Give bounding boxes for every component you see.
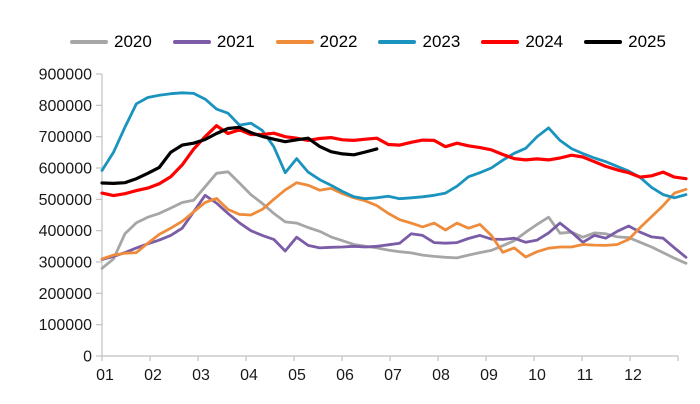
y-axis-label: 300000 xyxy=(39,255,92,272)
x-axis-label: 08 xyxy=(432,367,450,384)
legend-label-2020: 2020 xyxy=(114,32,152,51)
legend-swatch-2021 xyxy=(172,39,211,44)
legend-label-2024: 2024 xyxy=(525,32,564,51)
series-line-2023 xyxy=(100,91,688,201)
x-axis-label: 11 xyxy=(577,367,594,384)
x-axis-label: 10 xyxy=(528,367,546,384)
y-axis-label: 500000 xyxy=(39,192,92,209)
series-line-2025 xyxy=(100,125,379,185)
x-axis-label: 03 xyxy=(192,367,210,384)
y-axis-label: 600000 xyxy=(39,161,92,178)
legend-item-2023: 2023 xyxy=(378,33,460,50)
x-axis-label: 02 xyxy=(144,367,162,384)
legend-item-2025: 2025 xyxy=(584,33,666,50)
legend-swatch-2025 xyxy=(584,39,623,44)
legend-label-2025: 2025 xyxy=(628,32,666,51)
y-axis-label: 800000 xyxy=(39,98,92,115)
legend-swatch-2024 xyxy=(481,39,520,44)
legend-item-2024: 2024 xyxy=(481,33,563,50)
x-axis-label: 07 xyxy=(384,367,402,384)
x-axis-label: 05 xyxy=(288,367,306,384)
y-axis-label: 700000 xyxy=(39,129,92,146)
x-axis-label: 12 xyxy=(624,367,642,384)
legend-label-2023: 2023 xyxy=(422,32,461,51)
x-axis-label: 04 xyxy=(240,367,258,384)
legend-swatch-2020 xyxy=(70,39,108,44)
legend-label-2021: 2021 xyxy=(216,32,255,51)
x-axis-label: 09 xyxy=(480,367,498,384)
y-axis-label: 200000 xyxy=(39,286,92,303)
series-line-2020 xyxy=(100,170,688,270)
legend-swatch-2023 xyxy=(378,39,417,44)
x-axis-label: 06 xyxy=(336,367,354,384)
legend-item-2020: 2020 xyxy=(70,33,152,50)
y-axis-label: 100000 xyxy=(39,317,92,334)
legend-item-2021: 2021 xyxy=(172,32,255,51)
y-axis-label: 400000 xyxy=(39,223,92,240)
legend-label-2022: 2022 xyxy=(319,32,358,51)
series-line-2022 xyxy=(100,181,688,261)
series-line-2021 xyxy=(100,193,688,261)
x-axis-label: 01 xyxy=(96,367,114,384)
y-axis-label: 900000 xyxy=(39,67,92,84)
chart-legend: 2020 2021 2022 2023 2024 2025 xyxy=(70,33,666,50)
legend-item-2022: 2022 xyxy=(275,32,358,51)
legend-swatch-2022 xyxy=(275,39,314,44)
y-axis-label: 0 xyxy=(83,349,92,366)
